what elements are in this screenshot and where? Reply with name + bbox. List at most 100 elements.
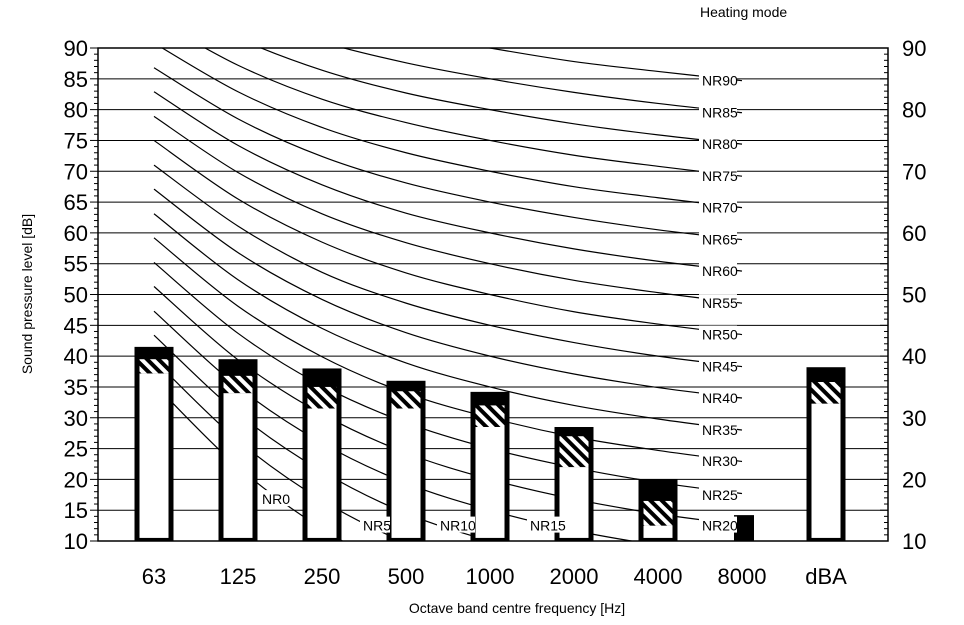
nr-curve-nr90 xyxy=(486,48,743,82)
bar-solid xyxy=(734,515,754,541)
x-tick-label: 2000 xyxy=(550,564,599,589)
bar-interior xyxy=(307,408,337,538)
nr-label-bg xyxy=(699,262,737,279)
nr-label-bg xyxy=(360,516,390,533)
right-y-tick-label: 50 xyxy=(902,283,926,308)
nr-label: NR85 xyxy=(702,105,738,121)
nr-label: NR90 xyxy=(702,73,738,89)
right-y-tick-label: 20 xyxy=(902,467,926,492)
x-tick-label: 63 xyxy=(142,564,166,589)
right-y-tick-label: 80 xyxy=(902,98,926,123)
bar-dBA xyxy=(806,367,846,541)
nr-curve-nr50 xyxy=(153,139,743,336)
x-tick-label: 4000 xyxy=(634,564,683,589)
nr-label-bg xyxy=(699,485,737,502)
bar-hatch xyxy=(475,405,505,427)
y-tick-label: 30 xyxy=(64,406,88,431)
nr-label-bg xyxy=(699,451,737,468)
x-tick-label: 1000 xyxy=(466,564,515,589)
y-tick-label: 35 xyxy=(64,375,88,400)
nr-label: NR55 xyxy=(702,295,738,311)
nr-curve-nr40 xyxy=(153,188,743,399)
bar-interior xyxy=(223,393,253,538)
right-y-tick-label: 70 xyxy=(902,159,926,184)
y-tick-label: 55 xyxy=(64,252,88,277)
y-tick-label: 75 xyxy=(64,128,88,153)
right-y-tick-label: 40 xyxy=(902,344,926,369)
right-y-tick-label: 60 xyxy=(902,221,926,246)
nr-label: NR15 xyxy=(530,518,566,534)
x-axis-title: Octave band centre frequency [Hz] xyxy=(408,600,626,616)
nr-curve-nr70 xyxy=(161,48,743,209)
nr-curve-nr35 xyxy=(153,213,743,431)
bar-interior xyxy=(139,373,169,538)
bar-hatch xyxy=(307,386,337,409)
x-tick-label: dBA xyxy=(805,564,847,589)
bar-hatch xyxy=(559,436,589,468)
bar-8000 xyxy=(734,515,754,541)
nr-label-bg xyxy=(699,357,737,374)
nr-label-bg xyxy=(699,230,737,247)
y-tick-label: 85 xyxy=(64,67,88,92)
bar-4000 xyxy=(638,479,678,541)
nr-label-bg xyxy=(699,198,737,215)
nr-label: NR60 xyxy=(702,263,738,279)
nr-label: NR35 xyxy=(702,422,738,438)
nr-curve-nr30 xyxy=(153,237,743,463)
bar-interior xyxy=(811,403,841,538)
nr-label-bg xyxy=(699,516,737,533)
y-tick-label: 20 xyxy=(64,467,88,492)
nr-label: NR5 xyxy=(363,518,391,534)
y-tick-label: 90 xyxy=(64,36,88,61)
right-y-tick-label: 30 xyxy=(902,406,926,431)
y-tick-label: 65 xyxy=(64,190,88,215)
y-tick-label: 60 xyxy=(64,221,88,246)
nr-label-bg xyxy=(699,167,737,184)
chart-title: Heating mode xyxy=(700,4,788,20)
bar-125 xyxy=(218,359,258,541)
nr-label: NR25 xyxy=(702,487,738,503)
nr-label: NR45 xyxy=(702,359,738,375)
nr-label: NR50 xyxy=(702,327,738,343)
bar-1000 xyxy=(470,391,510,541)
nr-label: NR10 xyxy=(440,518,476,534)
bar-250 xyxy=(302,368,342,541)
bar-500 xyxy=(386,380,426,541)
nr-label-bg xyxy=(699,135,737,152)
y-tick-label: 40 xyxy=(64,344,88,369)
nr-curve-nr55 xyxy=(153,115,743,304)
y-tick-label: 15 xyxy=(64,498,88,523)
x-tick-label: 125 xyxy=(220,564,257,589)
nr-label-bg xyxy=(699,294,737,311)
nr-label-bg xyxy=(699,325,737,342)
x-tick-label: 250 xyxy=(304,564,341,589)
nr-label-bg xyxy=(259,490,289,507)
nr-curve-nr65 xyxy=(153,67,743,241)
bar-interior xyxy=(643,525,673,538)
nr-curve-nr75 xyxy=(203,48,743,177)
nr-label-bg xyxy=(527,516,565,533)
bar-interior xyxy=(391,408,421,538)
nr-label: NR65 xyxy=(702,232,738,248)
bar-hatch xyxy=(643,500,673,526)
nr-label: NR0 xyxy=(262,491,290,507)
nr-curve-nr80 xyxy=(259,48,743,145)
bar-hatch xyxy=(811,382,841,404)
nr-label: NR80 xyxy=(702,136,738,152)
nr-curve-nr60 xyxy=(153,91,743,272)
x-tick-label: 8000 xyxy=(718,564,767,589)
y-tick-label: 80 xyxy=(64,98,88,123)
y-axis-title: Sound pressure level [dB] xyxy=(19,213,35,375)
nr-label-bg xyxy=(699,421,737,438)
nr-curve-nr45 xyxy=(153,164,743,368)
nr-label: NR30 xyxy=(702,453,738,469)
nr-label-bg xyxy=(699,389,737,406)
nr-label: NR70 xyxy=(702,200,738,216)
nr-label-bg xyxy=(699,71,737,88)
right-y-tick-label: 90 xyxy=(902,36,926,61)
y-tick-label: 50 xyxy=(64,283,88,308)
nr-label: NR20 xyxy=(702,518,738,534)
bar-interior xyxy=(475,426,505,538)
nr-label: NR75 xyxy=(702,168,738,184)
